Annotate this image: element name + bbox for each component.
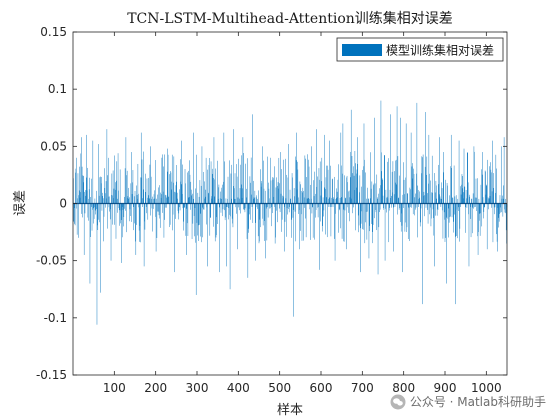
legend-swatch xyxy=(342,44,382,56)
y-tick-label: 0.15 xyxy=(40,25,67,39)
x-tick-label: 800 xyxy=(392,381,415,395)
x-tick-label: 300 xyxy=(186,381,209,395)
legend: 模型训练集相对误差 xyxy=(336,37,504,62)
legend-label: 模型训练集相对误差 xyxy=(386,43,494,58)
x-tick-label: 700 xyxy=(351,381,374,395)
y-tick-label: -0.1 xyxy=(44,311,67,325)
watermark-text: 公众号 · Matlab科研助手 xyxy=(409,395,546,409)
y-tick-label: 0.1 xyxy=(48,82,67,96)
y-tick-label: 0.05 xyxy=(40,139,67,153)
x-axis-label: 样本 xyxy=(277,403,303,418)
x-tick-label: 900 xyxy=(434,381,457,395)
x-tick-label: 500 xyxy=(268,381,291,395)
wechat-icon xyxy=(390,394,406,409)
x-tick-label: 1000 xyxy=(471,381,502,395)
y-tick-label: -0.05 xyxy=(36,254,67,268)
x-tick-label: 200 xyxy=(144,381,167,395)
x-tick-label: 100 xyxy=(103,381,126,395)
y-axis: -0.15 -0.1 -0.05 0 0.05 0.1 0.15 xyxy=(36,25,507,382)
chart-title: TCN-LSTM-Multihead-Attention训练集相对误差 xyxy=(127,10,453,27)
y-tick-label: 0 xyxy=(59,197,67,211)
x-tick-label: 600 xyxy=(310,381,333,395)
x-axis: 100 200 300 400 500 600 700 800 900 1000 xyxy=(103,32,502,395)
x-tick-label: 400 xyxy=(227,381,250,395)
y-tick-label: -0.15 xyxy=(36,368,67,382)
bar-series xyxy=(73,100,508,325)
y-axis-label: 误差 xyxy=(13,190,28,216)
watermark: 公众号 · Matlab科研助手 xyxy=(390,393,546,410)
